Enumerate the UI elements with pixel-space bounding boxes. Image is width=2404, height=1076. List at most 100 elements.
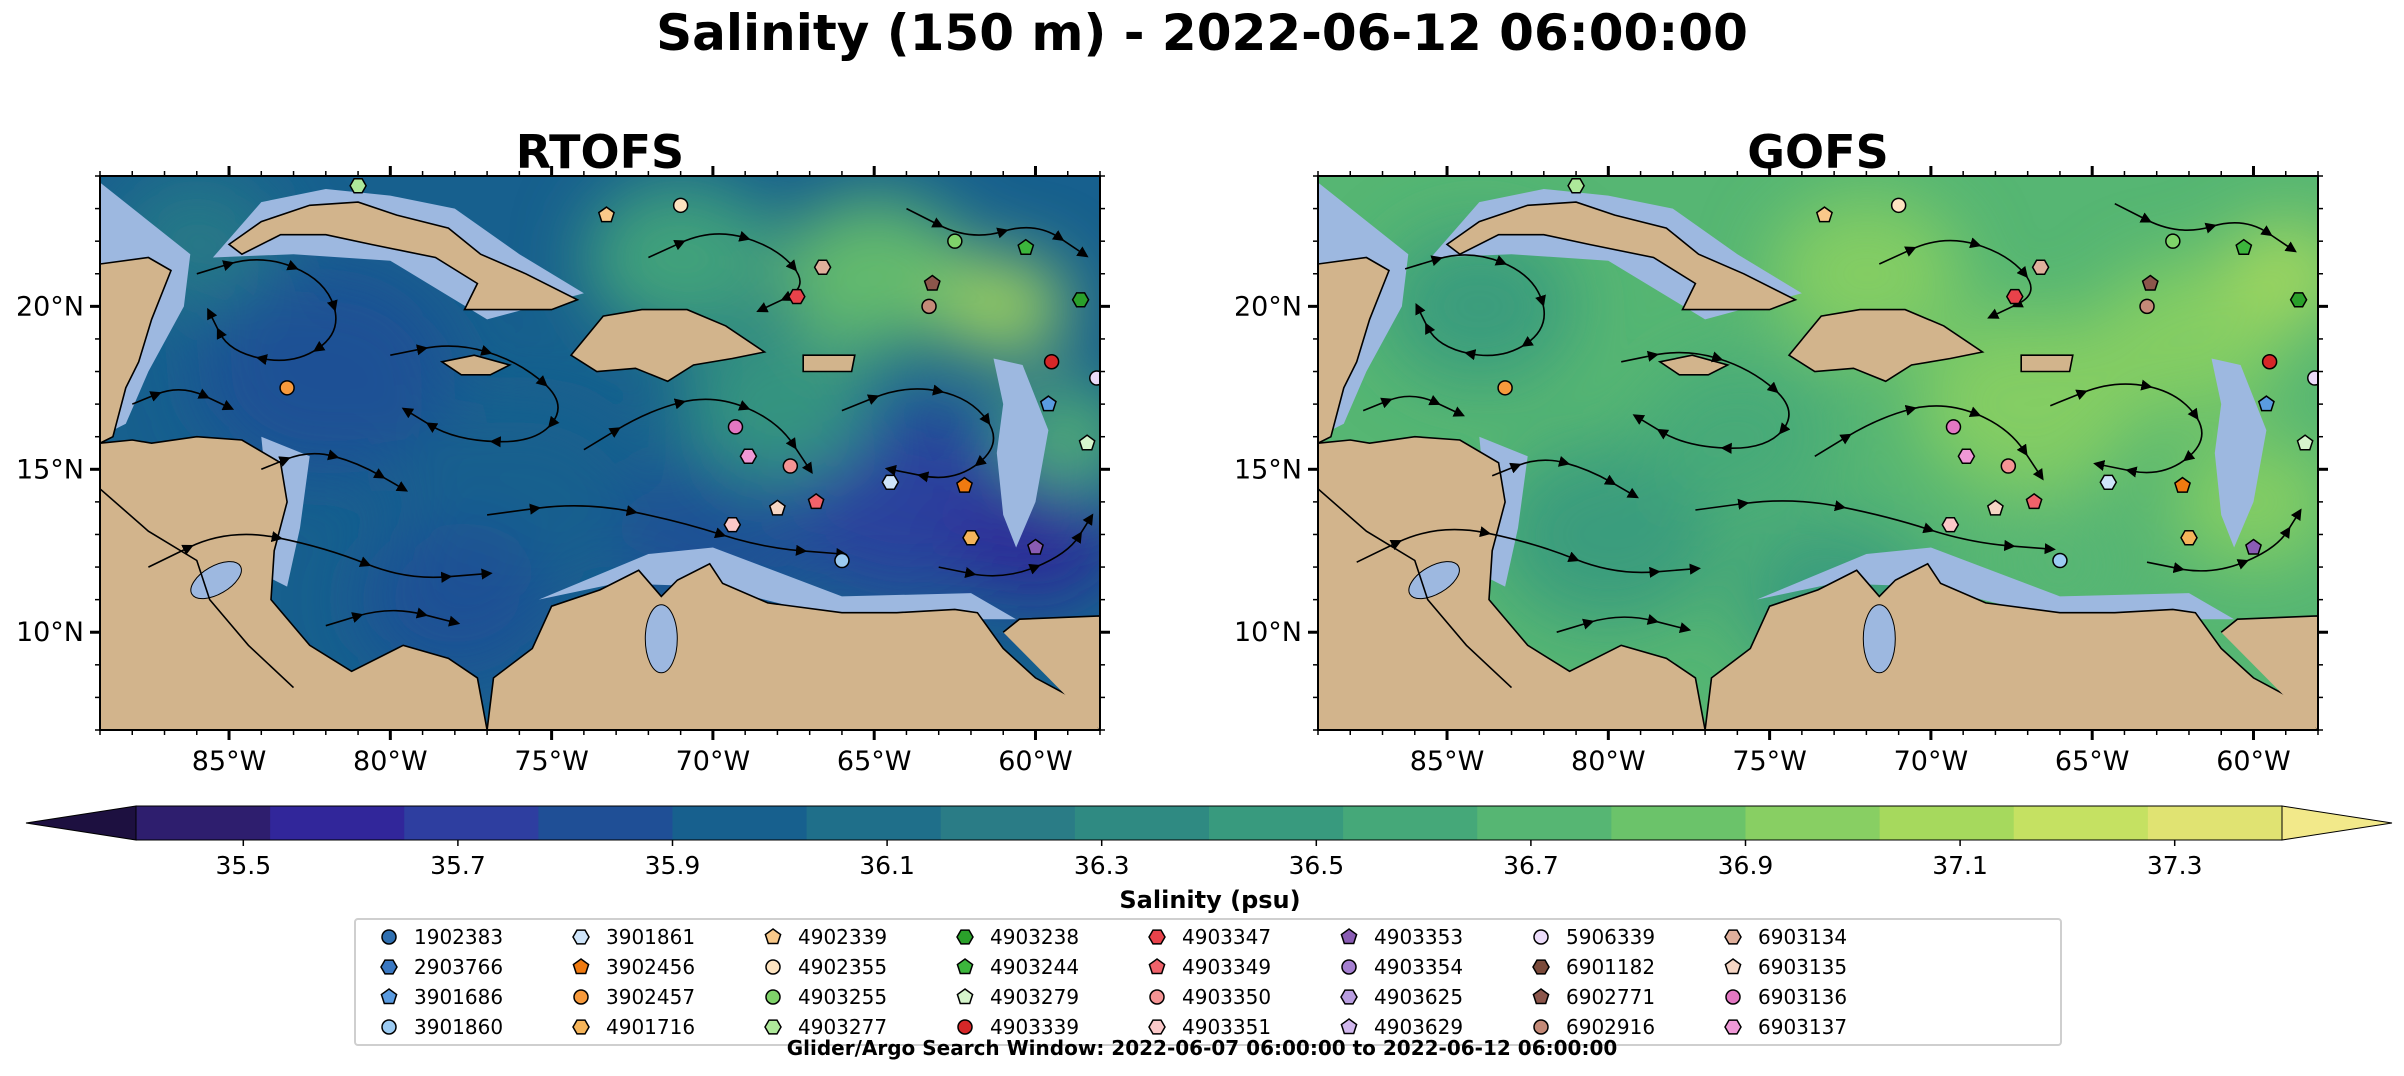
colorbar-tick-label: 37.1 — [1932, 851, 1988, 880]
legend-item-4903350: 4903350 — [1146, 983, 1271, 1011]
legend-marker-3901686 — [380, 988, 398, 1005]
legend-marker-icon — [381, 929, 397, 945]
colorbar-tick-label: 36.7 — [1503, 851, 1559, 880]
colorbar-segment — [2147, 806, 2283, 840]
rtofs-xtick-label: 85°W — [192, 746, 267, 777]
legend-item-4903629: 4903629 — [1338, 1013, 1463, 1041]
float-marker-4903279 — [1078, 434, 1096, 451]
salinity-colorbar: 35.5 35.7 35.9 36.1 36.3 36.5 36.7 36.9 37.1 37.3… — [25, 805, 2393, 914]
rtofs-xtick-label: 75°W — [514, 746, 589, 777]
colorbar-segment — [136, 806, 271, 840]
legend-item-4903255: 4903255 — [762, 983, 887, 1011]
legend-marker-icon — [1533, 929, 1549, 945]
colorbar-segment — [1745, 806, 1881, 840]
legend-marker-icon — [1148, 929, 1166, 945]
colorbar-extend-high — [2281, 805, 2393, 841]
legend-item-6901182: 6901182 — [1530, 953, 1655, 981]
legend-item-6903137: 6903137 — [1722, 1013, 1847, 1041]
legend-marker-4903279 — [956, 988, 974, 1005]
rtofs-panel-title: RTOFS — [516, 125, 684, 179]
float-marker-4903244 — [2235, 238, 2253, 255]
rtofs-ytick-label: 10°N — [16, 617, 84, 648]
rtofs-float-markers — [279, 178, 1100, 569]
float-marker-4901716 — [962, 530, 980, 546]
colorbar-tick-label: 36.9 — [1718, 851, 1774, 880]
legend-marker-icon — [1340, 1018, 1358, 1035]
float-marker-4903351 — [1941, 517, 1960, 533]
gofs-xtick-label: 70°W — [1894, 746, 1969, 777]
float-marker-3902457 — [1497, 380, 1513, 396]
legend-label: 4903277 — [798, 1015, 888, 1039]
legend-item-2903766: 2903766 — [378, 953, 503, 981]
legend-item-4901716: 4901716 — [570, 1013, 695, 1041]
legend-label: 6903136 — [1758, 985, 1848, 1009]
legend-marker-3902456 — [572, 958, 590, 975]
float-marker-4903350 — [782, 458, 799, 474]
legend-marker-icon — [572, 958, 590, 975]
colorbar-label: Salinity (psu) — [1119, 886, 1300, 914]
legend-marker-6903135 — [1724, 958, 1742, 975]
legend-marker-icon — [1532, 988, 1550, 1005]
legend-marker-6901182 — [1532, 959, 1550, 975]
float-marker-4903350 — [2000, 458, 2017, 474]
legend-marker-3901861 — [572, 929, 590, 945]
float-marker-4903238 — [2289, 292, 2308, 308]
float-marker-6903134 — [813, 259, 832, 275]
colorbar-tick-label: 35.9 — [645, 851, 701, 880]
legend-item-1902383: 1902383 — [378, 923, 503, 951]
float-marker-3901860 — [834, 552, 850, 569]
float-marker-3901861 — [2099, 474, 2118, 491]
legend-marker-4903629 — [1340, 1018, 1358, 1035]
colorbar-segment — [404, 806, 539, 840]
legend-item-4902339: 4902339 — [762, 923, 887, 951]
gofs-streamlines — [1356, 202, 2302, 634]
legend-marker-icon — [765, 959, 781, 975]
float-marker-3902457 — [279, 380, 295, 396]
float-marker-4902339 — [597, 206, 615, 223]
float-marker-6903136 — [727, 419, 744, 435]
legend-label: 4903351 — [1182, 1015, 1272, 1039]
float-marker-4903255 — [947, 233, 963, 249]
colorbar-segment — [270, 806, 405, 840]
float-marker-3901860 — [2052, 552, 2068, 569]
float-marker-6902771 — [2141, 274, 2159, 291]
legend-label: 4901716 — [606, 1015, 696, 1039]
legend-marker-icon — [764, 928, 782, 945]
float-marker-3901861 — [881, 474, 900, 491]
float-marker-6903135 — [768, 499, 786, 516]
legend-marker-4902355 — [765, 959, 781, 975]
gofs-ytick-label: 15°N — [1234, 454, 1302, 485]
colorbar-segment — [1209, 806, 1344, 840]
legend-marker-icon — [1341, 959, 1357, 975]
legend-label: 6901182 — [1566, 955, 1656, 979]
float-marker-4902339 — [1815, 206, 1833, 223]
gofs-xtick-label: 85°W — [1410, 746, 1485, 777]
legend-label: 2903766 — [414, 955, 504, 979]
colorbar-segment — [1343, 806, 1478, 840]
legend-label: 4903353 — [1374, 925, 1464, 949]
float-marker-4903347 — [2005, 288, 2024, 305]
legend-item-4903353: 4903353 — [1338, 923, 1463, 951]
legend-label: 3901686 — [414, 985, 504, 1009]
legend-marker-icon — [380, 988, 398, 1005]
colorbar-segment — [940, 806, 1076, 840]
colorbar-segment — [806, 806, 942, 840]
float-marker-3902456 — [2174, 476, 2191, 493]
gofs-salinity-field — [1318, 176, 2318, 730]
colorbar-tick-label: 36.5 — [1288, 851, 1344, 880]
legend-marker-icon — [764, 1019, 782, 1035]
legend-label: 4902339 — [798, 925, 888, 949]
legend-marker-icon — [573, 989, 589, 1005]
legend-marker-6902916 — [1533, 1019, 1549, 1035]
legend-marker-4903255 — [765, 989, 781, 1005]
legend-item-4902355: 4902355 — [762, 953, 887, 981]
legend-marker-3902457 — [573, 989, 589, 1005]
legend-item-6903135: 6903135 — [1722, 953, 1847, 981]
gofs-xtick-label: 60°W — [2216, 746, 2291, 777]
legend-marker-4903351 — [1148, 1019, 1166, 1035]
float-marker-3901686 — [2257, 395, 2275, 412]
rtofs-ytick-label: 15°N — [16, 454, 84, 485]
float-marker-6903136 — [1945, 419, 1962, 435]
legend-marker-icon — [572, 929, 590, 945]
